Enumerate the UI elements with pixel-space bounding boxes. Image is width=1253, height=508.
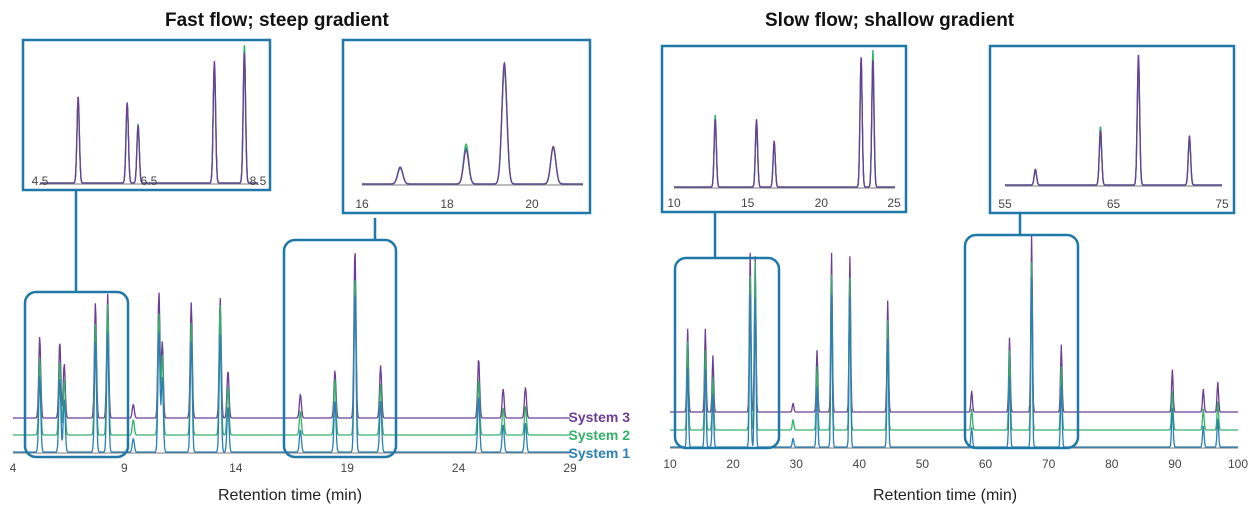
left-trace-system-1	[13, 295, 570, 453]
right-trace-system-3	[670, 234, 1238, 413]
right-inset-2: 55 65 75	[988, 44, 1236, 215]
right-inset-1-trace-system-3	[674, 57, 895, 188]
left-inset-1-tick-6.5: 6.5	[141, 174, 158, 188]
legend-system-1: System 1	[568, 445, 630, 461]
right-x-tick-10: 10	[663, 457, 677, 471]
right-inset-2-frame	[988, 44, 1236, 215]
left-inset-2: 16 18 20	[341, 38, 592, 215]
right-inset-2-trace-system-3	[1005, 55, 1222, 186]
right-x-tick-60: 60	[979, 457, 993, 471]
right-callout-2-box	[963, 233, 1080, 450]
right-chart-title: Slow flow; shallow gradient	[765, 10, 1015, 31]
left-inset-2-tick-16: 16	[355, 197, 369, 211]
right-x-tick-20: 20	[726, 457, 740, 471]
right-inset-2-tick-75: 75	[1215, 197, 1229, 211]
left-inset-1-trace-system-3	[40, 52, 258, 184]
right-x-tick-90: 90	[1168, 457, 1182, 471]
right-inset-1: 10 15 20 25	[660, 44, 908, 214]
left-x-axis-label: Retention time (min)	[218, 487, 363, 504]
left-x-tick-4: 4	[10, 461, 17, 475]
left-x-tick-29: 29	[563, 461, 577, 475]
left-inset-2-tick-20: 20	[525, 197, 539, 211]
right-x-tick-30: 30	[790, 457, 804, 471]
legend-system-3: System 3	[568, 409, 630, 425]
right-inset-2-tick-65: 65	[1107, 197, 1121, 211]
left-chart-title: Fast flow; steep gradient	[165, 10, 389, 31]
right-x-tick-80: 80	[1105, 457, 1119, 471]
left-inset-2-frame	[341, 38, 592, 215]
right-inset-1-tick-15: 15	[741, 196, 755, 210]
left-callout-2-box	[282, 238, 398, 459]
right-inset-1-tick-25: 25	[887, 196, 901, 210]
right-inset-1-tick-20: 20	[815, 196, 829, 210]
left-x-tick-14: 14	[229, 461, 243, 475]
left-x-tick-19: 19	[341, 461, 355, 475]
right-inset-1-tick-10: 10	[667, 196, 681, 210]
legend-system-2: System 2	[568, 427, 630, 443]
left-inset-2-tick-18: 18	[440, 197, 454, 211]
right-callout-1-box	[673, 256, 781, 450]
left-inset-1-frame	[21, 38, 272, 192]
right-inset-2-tick-55: 55	[998, 197, 1012, 211]
left-inset-2-trace-system-3	[362, 61, 583, 185]
left-inset-1: 4.5 6.5 8.5	[21, 38, 272, 192]
right-x-axis-label: Retention time (min)	[873, 487, 1018, 504]
right-inset-1-frame	[660, 44, 908, 214]
right-trace-system-2	[670, 261, 1238, 431]
right-x-tick-100: 100	[1228, 457, 1248, 471]
right-x-tick-50: 50	[916, 457, 930, 471]
right-x-tick-40: 40	[853, 457, 867, 471]
left-x-tick-24: 24	[452, 461, 466, 475]
right-x-tick-70: 70	[1042, 457, 1056, 471]
left-x-tick-9: 9	[121, 461, 128, 475]
left-inset-1-tick-8.5: 8.5	[250, 174, 267, 188]
right-trace-system-1	[670, 277, 1238, 448]
left-inset-1-tick-4.5: 4.5	[32, 174, 49, 188]
